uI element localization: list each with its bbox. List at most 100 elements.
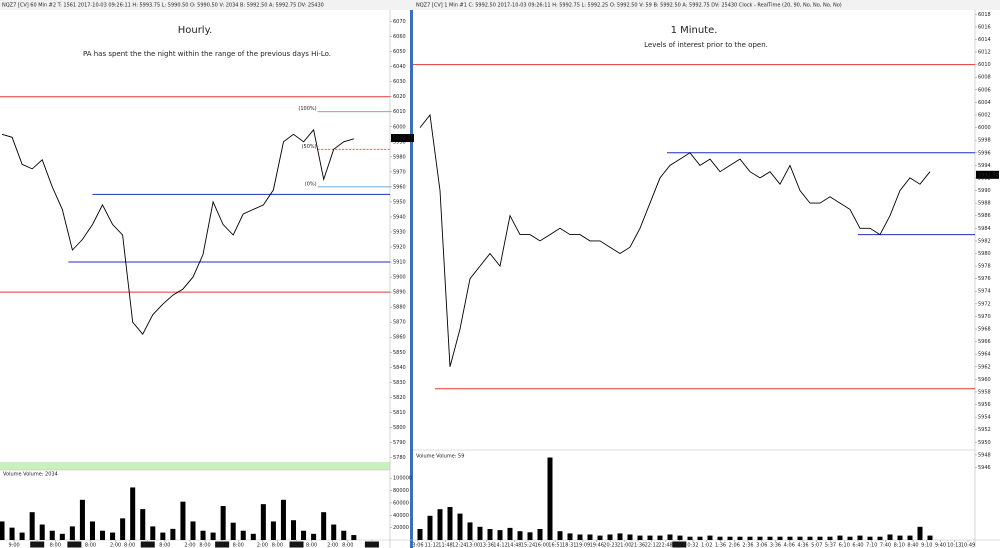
- volume-bar: [647, 535, 653, 540]
- x-tick-label: 16:51: [548, 543, 562, 548]
- volume-bar: [89, 521, 95, 540]
- y-tick-label: 5960: [393, 184, 406, 190]
- chart-title: 1 Minute.: [671, 25, 718, 36]
- y-tick-label: 60000: [393, 500, 409, 506]
- x-tick-label: 19:46: [590, 543, 604, 548]
- volume-bar: [69, 526, 75, 540]
- y-tick-label: 5986: [978, 213, 991, 219]
- volume-bar: [341, 530, 347, 540]
- x-tick-label: 0:32: [687, 543, 698, 548]
- chart-subtitle: Levels of interest prior to the open.: [644, 41, 768, 49]
- date-box: [30, 541, 45, 548]
- x-tick-label: 2:00: [327, 543, 338, 548]
- volume-title: Volume Volume: 2034: [3, 472, 58, 478]
- x-tick-label: 2:00: [184, 543, 195, 548]
- volume-bar: [230, 522, 236, 540]
- volume-bar: [727, 536, 733, 540]
- y-tick-label: 5982: [978, 238, 991, 244]
- volume-bar: [467, 522, 473, 540]
- y-tick-label: 6030: [393, 79, 406, 85]
- y-tick-label: 5980: [978, 251, 991, 257]
- volume-bar: [290, 520, 297, 540]
- y-tick-label: 6070: [393, 19, 406, 25]
- volume-bar: [637, 535, 643, 540]
- volume-bar: [707, 535, 713, 540]
- x-tick-label: 15:24: [521, 543, 535, 548]
- date-box: [215, 541, 230, 548]
- x-tick-label: 5:07: [811, 543, 822, 548]
- y-tick-label: 5870: [393, 320, 406, 326]
- x-tick-label: 6:10: [839, 543, 850, 548]
- y-tick-label: 6010: [393, 109, 406, 115]
- x-tick-label: 9/28: [217, 543, 228, 548]
- volume-bar: [321, 512, 327, 540]
- x-tick-label: 9/25: [32, 543, 43, 548]
- x-tick-label: 16:00: [535, 543, 549, 548]
- volume-bar: [667, 534, 673, 540]
- green-strip: [0, 462, 390, 470]
- x-tick-label: 13:36: [480, 543, 494, 548]
- y-tick-label: 5830: [393, 380, 406, 386]
- y-tick-label: 5860: [393, 335, 406, 341]
- volume-bar: [200, 530, 206, 540]
- y-tick-label: 5990: [393, 139, 406, 145]
- x-tick-label: 7:10: [866, 543, 877, 548]
- x-tick-label: 8:00: [159, 543, 170, 548]
- volume-bar: [427, 515, 433, 540]
- volume-bar: [757, 536, 763, 540]
- volume-bar: [260, 504, 266, 540]
- header-bar: [0, 0, 415, 10]
- y-tick-label: 5810: [393, 410, 406, 416]
- x-tick-label: 10:49: [961, 543, 975, 548]
- x-tick-label: 22:12: [645, 543, 659, 548]
- y-tick-label: 6002: [978, 113, 991, 119]
- volume-bar: [927, 535, 933, 540]
- volume-bar: [617, 533, 623, 540]
- y-tick-label: 6006: [978, 87, 991, 93]
- volume-bar: [180, 501, 186, 540]
- y-tick-label: 100000: [393, 476, 412, 482]
- y-tick-label: 5962: [978, 364, 991, 370]
- x-tick-label: 11:48: [438, 543, 452, 548]
- volume-bar: [49, 530, 55, 540]
- y-tick-label: 5954: [978, 415, 991, 421]
- y-tick-label: 5972: [978, 301, 991, 307]
- volume-bar: [587, 534, 593, 540]
- volume-bar: [717, 536, 723, 540]
- x-tick-label: 14:48: [507, 543, 521, 548]
- x-tick-label: 4:36: [797, 543, 808, 548]
- x-tick-label: 8:00: [199, 543, 210, 548]
- y-tick-label: 5970: [978, 314, 991, 320]
- volume-bar: [130, 487, 136, 540]
- volume-bar: [797, 536, 803, 540]
- volume-bar: [331, 524, 337, 540]
- fib-label: (50%): [302, 144, 317, 150]
- y-tick-label: 5968: [978, 327, 991, 333]
- y-tick-label: 5780: [393, 455, 406, 461]
- volume-bar: [897, 535, 903, 540]
- date-box: [140, 541, 155, 548]
- y-tick-label: 5994: [978, 163, 991, 169]
- y-tick-label: 5920: [393, 245, 406, 251]
- x-tick-label: 20:23: [603, 543, 617, 548]
- volume-bar: [577, 534, 583, 540]
- y-tick-label: 5800: [393, 425, 406, 431]
- x-tick-label: 3:36: [770, 543, 781, 548]
- y-tick-label: 20000: [393, 525, 409, 531]
- volume-bar: [59, 533, 65, 540]
- x-tick-label: 2:00: [257, 543, 268, 548]
- y-tick-label: 5976: [978, 276, 991, 282]
- x-tick-label: 8:00: [306, 543, 317, 548]
- volume-bar: [250, 533, 256, 540]
- y-tick-label: 5970: [393, 169, 406, 175]
- y-tick-label: 5978: [978, 264, 991, 270]
- y-tick-label: 5980: [393, 154, 406, 160]
- x-tick-label: 6:40: [852, 543, 863, 548]
- fib-label: (0%): [305, 181, 317, 187]
- volume-bar: [857, 535, 863, 540]
- volume-bar: [457, 513, 463, 540]
- y-tick-label: 80000: [393, 488, 409, 494]
- volume-bar: [567, 533, 573, 540]
- date-box: [67, 541, 82, 548]
